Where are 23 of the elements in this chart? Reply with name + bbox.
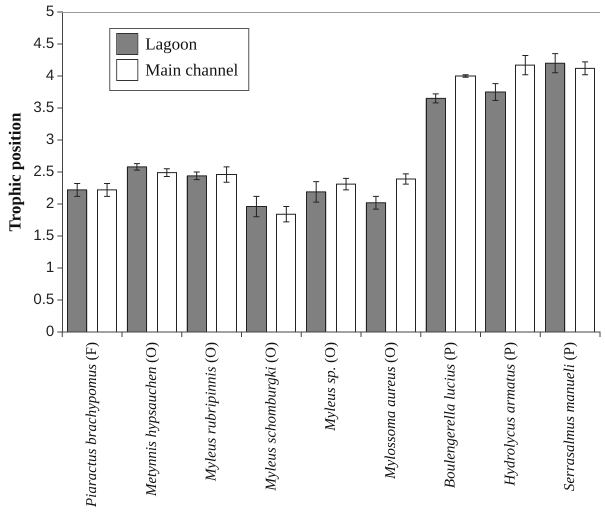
y-tick-label: 0 (46, 323, 54, 340)
y-tick-label: 2 (46, 195, 54, 212)
y-tick-label: 1.5 (33, 227, 54, 244)
legend-label: Lagoon (145, 34, 198, 54)
x-tick-label: Myleus sp. (O) (323, 342, 340, 432)
x-tick-label: Boulengerella lucius (P) (442, 342, 459, 488)
y-tick-label: 4.5 (33, 35, 54, 52)
y-tick-label: 5 (46, 3, 54, 20)
x-tick-label: Metynnis hypsauchen (O) (144, 342, 160, 498)
x-tick-label: Myleus rubripinnis (O) (204, 342, 220, 482)
legend-label: Main channel (145, 60, 239, 80)
y-axis-title: Trophic position (6, 112, 25, 232)
y-tick-label: 2.5 (33, 163, 54, 180)
x-tick-label: Piaractus brachypomus (F) (84, 342, 100, 508)
y-tick-label: 3 (46, 131, 54, 148)
y-tick-label: 0.5 (33, 291, 54, 308)
x-tick-label: Mylossoma aureus (O) (382, 342, 399, 480)
y-tick-label: 3.5 (33, 99, 54, 116)
x-tick-label: Hydrolycus armatus (P) (502, 342, 518, 487)
x-tick-label: Myleus schomburgki (O) (263, 342, 280, 492)
y-tick-label: 4 (46, 67, 54, 84)
y-tick-label: 1 (46, 259, 54, 276)
x-tick-label: Serrasalmus manueli (P) (562, 342, 578, 492)
